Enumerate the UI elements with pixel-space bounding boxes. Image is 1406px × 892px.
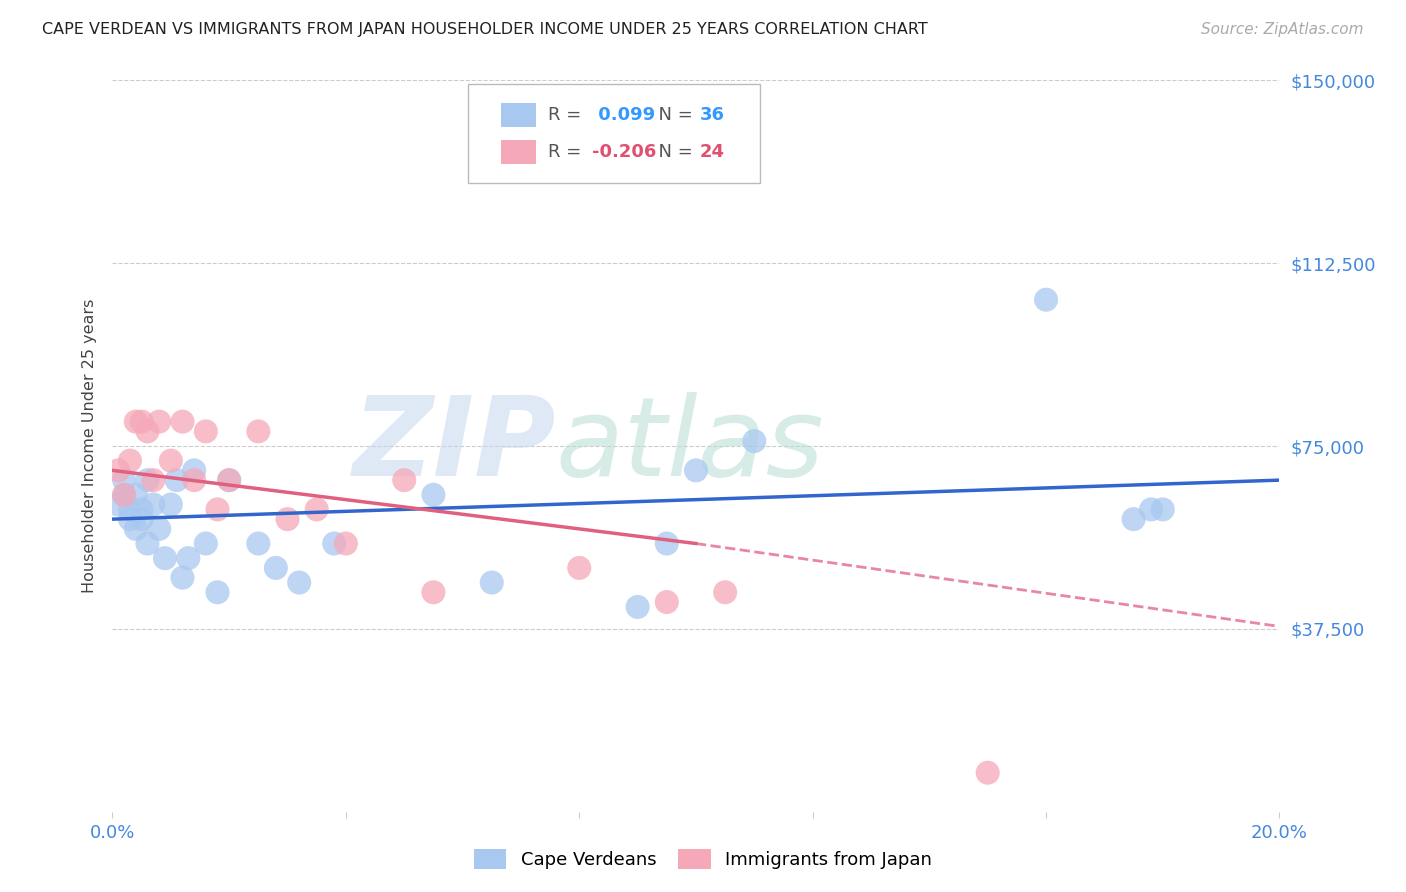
Point [131,502,153,516]
Point [160,453,183,467]
Point [183,463,205,477]
Point [118,502,141,516]
Point [247,536,270,550]
Point [1140,502,1163,516]
Point [264,561,287,575]
Point [218,473,240,487]
Y-axis label: Householder Income Under 25 years: Householder Income Under 25 years [82,299,97,593]
Text: CAPE VERDEAN VS IMMIGRANTS FROM JAPAN HOUSEHOLDER INCOME UNDER 25 YEARS CORRELAT: CAPE VERDEAN VS IMMIGRANTS FROM JAPAN HO… [42,22,928,37]
Point [481,575,503,590]
Point [976,765,998,780]
Point [136,473,159,487]
Point [125,488,148,502]
Text: N =: N = [647,106,699,124]
Point [1035,293,1057,307]
Point [107,463,129,477]
Point [276,512,298,526]
Point [136,425,159,439]
Point [166,473,188,487]
Text: ZIP: ZIP [353,392,555,500]
Point [1152,502,1174,516]
Point [142,498,165,512]
Point [1122,512,1144,526]
Text: Source: ZipAtlas.com: Source: ZipAtlas.com [1201,22,1364,37]
Point [136,536,159,550]
Text: 0.099: 0.099 [592,106,655,124]
Point [714,585,737,599]
Point [394,473,416,487]
Point [172,571,194,585]
Point [172,415,194,429]
Legend: Cape Verdeans, Immigrants from Japan: Cape Verdeans, Immigrants from Japan [465,839,941,879]
Point [125,522,148,536]
FancyBboxPatch shape [468,84,761,183]
Point [148,415,170,429]
Point [655,536,678,550]
Point [112,488,135,502]
Point [335,536,357,550]
Point [247,425,270,439]
Point [207,502,229,516]
Point [112,488,135,502]
Text: 24: 24 [699,143,724,161]
Point [627,599,650,614]
Point [194,425,217,439]
Point [177,551,200,566]
Point [118,453,141,467]
Point [125,415,148,429]
Point [742,434,765,449]
Point [422,488,444,502]
Point [568,561,591,575]
Point [153,551,176,566]
Point [142,473,165,487]
Text: R =: R = [548,106,586,124]
Point [218,473,240,487]
Point [288,575,311,590]
Point [685,463,707,477]
Text: 36: 36 [699,106,724,124]
Point [183,473,205,487]
Point [112,473,135,487]
Text: R =: R = [548,143,586,161]
Point [194,536,217,550]
Point [422,585,444,599]
Point [305,502,328,516]
Point [131,415,153,429]
Point [131,512,153,526]
Point [160,498,183,512]
FancyBboxPatch shape [501,103,536,127]
FancyBboxPatch shape [501,140,536,163]
Point [107,498,129,512]
Point [323,536,346,550]
Text: -0.206: -0.206 [592,143,657,161]
Point [655,595,678,609]
Text: N =: N = [647,143,699,161]
Point [148,522,170,536]
Point [207,585,229,599]
Text: atlas: atlas [555,392,824,500]
Point [118,512,141,526]
